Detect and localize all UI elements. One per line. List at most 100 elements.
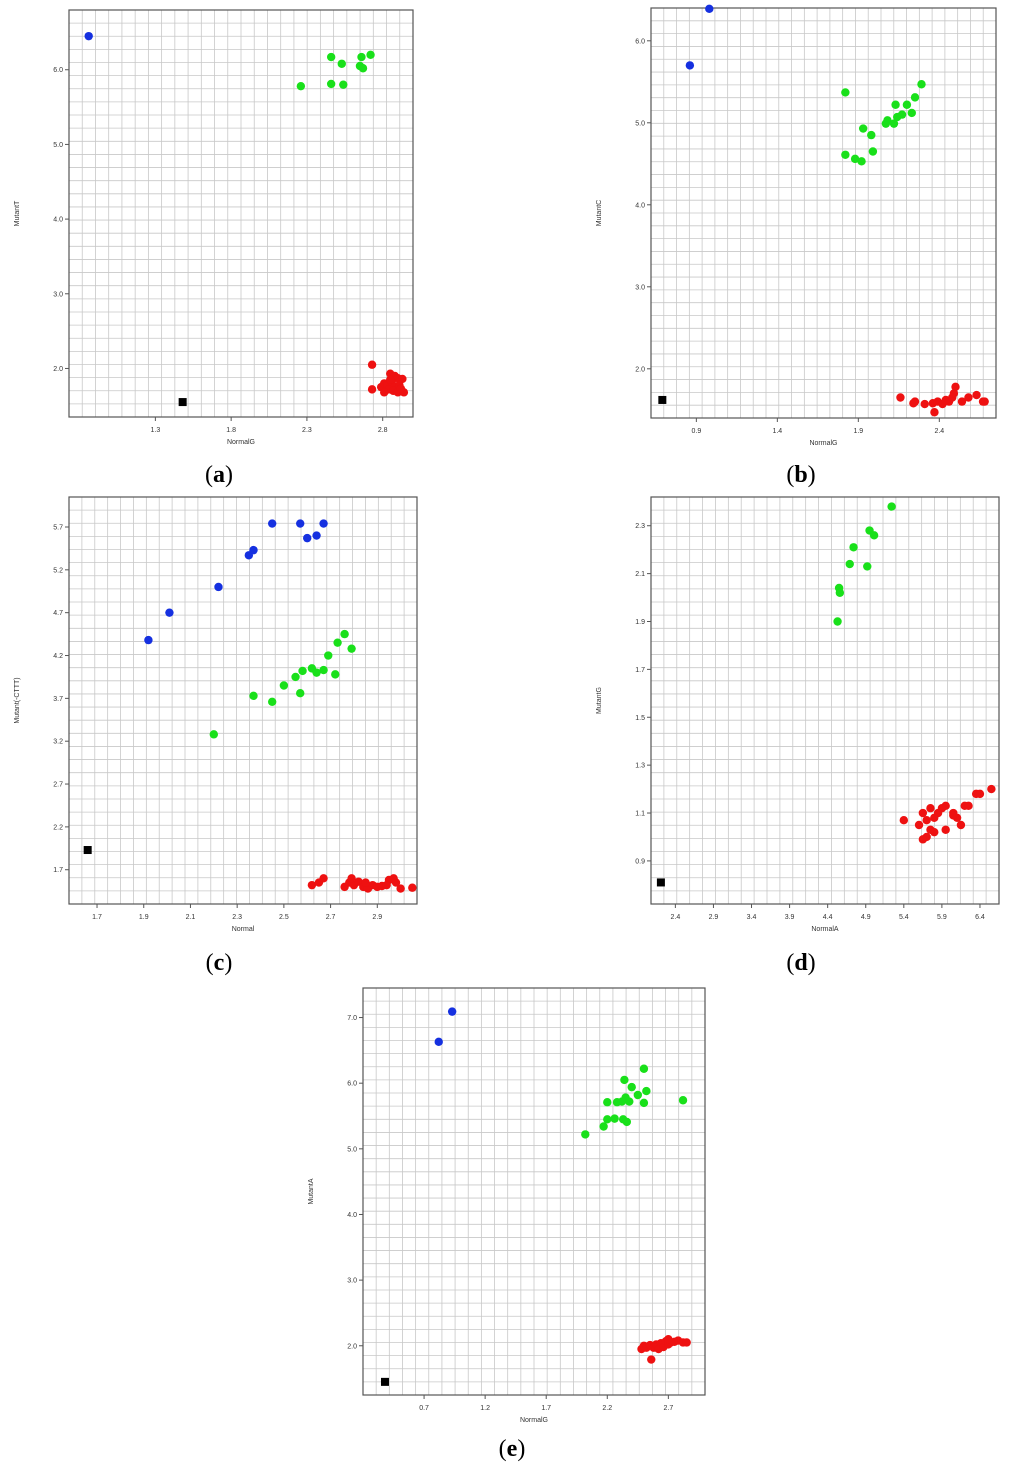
x-tick-label: 2.7 — [326, 914, 336, 921]
data-point-red — [926, 804, 935, 813]
y-tick-label: 1.7 — [53, 867, 63, 874]
y-tick-label: 1.1 — [635, 811, 645, 818]
data-point-blue — [165, 608, 174, 617]
data-point-red — [319, 874, 328, 883]
data-point-blue — [434, 1037, 443, 1047]
data-point-black-square — [380, 1377, 389, 1386]
data-point-green — [642, 1086, 651, 1096]
caption-a: (a) — [205, 462, 233, 488]
data-point-red — [367, 385, 377, 394]
data-point-green — [881, 119, 891, 128]
plot-frame-a — [68, 9, 414, 418]
data-point-green — [633, 1090, 643, 1100]
data-point-red — [951, 382, 960, 392]
y-tick-label: 3.0 — [347, 1278, 357, 1285]
data-point-green — [610, 1114, 619, 1123]
data-point-red — [896, 393, 905, 402]
data-point-blue — [296, 519, 305, 528]
data-point-red — [918, 835, 928, 844]
y-tick-label: 2.0 — [635, 366, 645, 373]
data-point-green — [279, 681, 289, 690]
y-tick-label: 6.0 — [347, 1081, 357, 1088]
y-tick-label: 4.0 — [347, 1212, 357, 1219]
data-point-green — [358, 64, 368, 73]
x-tick-label: 3.4 — [747, 914, 757, 921]
y-tick-label: 1.3 — [635, 763, 645, 770]
data-point-red — [930, 408, 939, 417]
data-point-green — [366, 50, 375, 60]
y-tick-label: 1.9 — [635, 619, 645, 626]
x-tick-label: 2.5 — [279, 914, 289, 921]
data-point-red — [389, 874, 398, 883]
data-point-green — [326, 52, 336, 62]
data-point-green — [869, 531, 879, 540]
y-tick-label: 4.0 — [53, 217, 63, 224]
x-tick-label: 3.9 — [785, 914, 795, 921]
data-point-green — [887, 502, 896, 511]
data-point-red — [920, 399, 929, 409]
data-point-red — [949, 811, 958, 820]
y-tick-label: 6.0 — [635, 38, 645, 45]
data-point-green — [333, 638, 342, 647]
data-point-green — [620, 1075, 629, 1085]
data-point-green — [340, 629, 349, 639]
data-point-red — [396, 384, 406, 393]
data-point-red — [899, 816, 909, 825]
data-point-green — [337, 59, 346, 68]
data-point-green — [319, 665, 328, 675]
data-point-green — [603, 1098, 612, 1107]
data-point-green — [850, 154, 860, 164]
x-tick-label: 1.8 — [226, 427, 236, 434]
plot-frame-b — [650, 7, 997, 419]
data-point-green — [581, 1130, 590, 1139]
data-point-green — [858, 124, 868, 133]
data-point-blue — [303, 533, 312, 543]
data-point-green — [910, 93, 920, 102]
data-point-green — [889, 119, 899, 128]
data-point-blue — [685, 61, 695, 70]
y-tick-label: 2.7 — [53, 782, 63, 789]
data-point-red — [975, 789, 985, 799]
data-point-red — [682, 1338, 691, 1347]
y-axis-label: MutantC — [596, 200, 603, 226]
data-point-green — [639, 1098, 649, 1108]
y-tick-label: 4.7 — [53, 610, 63, 617]
data-point-black-square — [656, 878, 665, 887]
data-point-red — [382, 880, 391, 890]
x-tick-label: 1.7 — [92, 914, 102, 921]
data-point-red — [367, 360, 377, 369]
y-tick-label: 1.5 — [635, 715, 645, 722]
x-tick-label: 1.3 — [151, 427, 161, 434]
data-point-green — [891, 100, 900, 109]
data-point-green — [907, 108, 916, 118]
y-tick-label: 0.9 — [635, 858, 645, 865]
x-tick-label: 6.4 — [975, 914, 985, 921]
data-point-green — [868, 147, 878, 156]
x-axis-label: NormalG — [227, 439, 255, 446]
y-tick-label: 5.0 — [53, 142, 63, 149]
data-point-red — [910, 397, 920, 406]
data-point-red — [980, 397, 989, 406]
x-tick-label: 5.4 — [899, 914, 909, 921]
plot-area-d — [651, 497, 999, 904]
data-point-green — [622, 1117, 632, 1127]
data-point-blue — [214, 582, 223, 592]
data-point-green — [625, 1097, 634, 1106]
x-tick-label: 2.9 — [372, 914, 382, 921]
data-point-green — [347, 644, 356, 653]
data-point-green — [296, 689, 305, 698]
data-point-green — [867, 130, 876, 140]
x-tick-label: 2.4 — [934, 428, 944, 435]
y-tick-label: 3.7 — [53, 696, 63, 703]
y-tick-label: 3.0 — [53, 291, 63, 298]
x-tick-label: 1.7 — [541, 1405, 551, 1412]
data-point-black-square — [178, 398, 187, 407]
y-tick-label: 4.2 — [53, 653, 63, 660]
plot-frame-d — [650, 496, 1000, 905]
data-point-red — [386, 375, 395, 384]
y-tick-label: 7.0 — [347, 1015, 357, 1022]
caption-d: (d) — [786, 950, 816, 976]
data-point-red — [964, 801, 973, 811]
data-point-red — [964, 393, 973, 402]
